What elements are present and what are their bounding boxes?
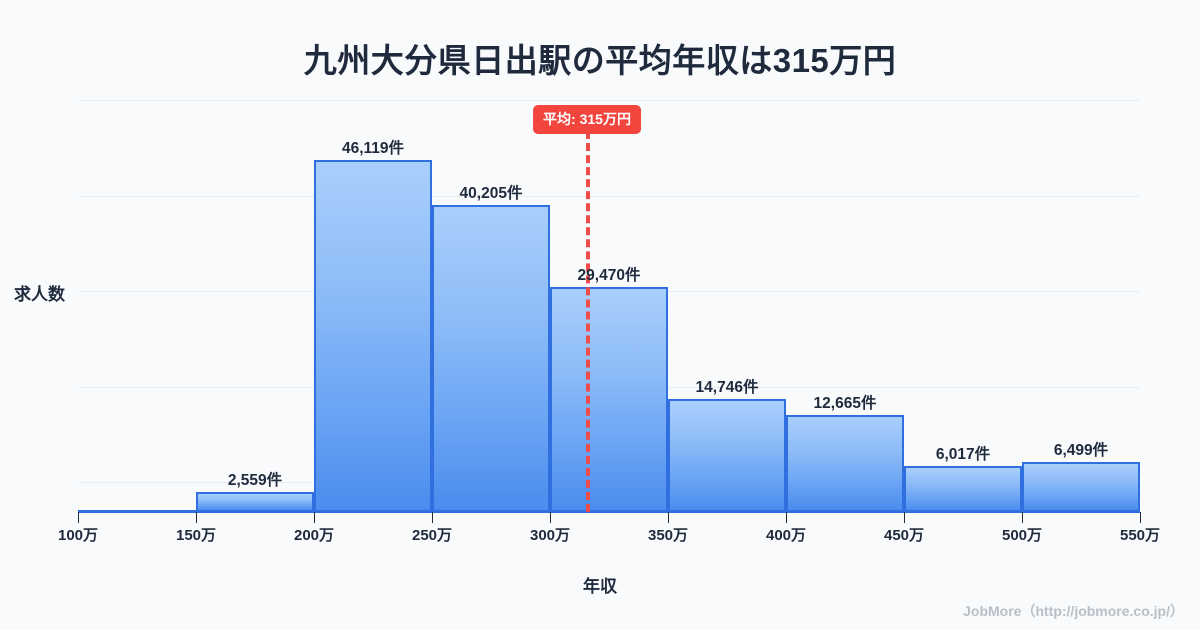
bar-400万-450万[interactable]: [786, 415, 904, 512]
x-axis-line: [78, 511, 1140, 513]
bar-value-label: 14,746件: [695, 379, 759, 396]
bar-value-label: 2,559件: [227, 472, 283, 489]
x-tick-label: 200万: [293, 527, 335, 544]
gridline: [78, 196, 1140, 197]
bar-250万-300万[interactable]: [432, 205, 550, 512]
x-tick-label: 550万: [1119, 527, 1161, 544]
x-tick-label: 350万: [647, 527, 689, 544]
x-tick-mark: [196, 512, 197, 523]
x-tick-mark: [904, 512, 905, 523]
x-tick-mark: [314, 512, 315, 523]
bar-value-label: 40,205件: [459, 185, 523, 202]
plot-area: [78, 100, 1140, 512]
x-axis-title: 年収: [583, 577, 617, 596]
bar-200万-250万[interactable]: [314, 160, 432, 512]
bar-value-label: 6,017件: [935, 446, 991, 463]
bar-350万-400万[interactable]: [668, 399, 786, 512]
page-title: 九州大分県日出駅の平均年収は315万円: [303, 42, 897, 79]
bar-300万-350万[interactable]: [550, 287, 668, 512]
x-tick-mark: [786, 512, 787, 523]
x-tick-mark: [1022, 512, 1023, 523]
bar-value-label: 6,499件: [1053, 442, 1109, 459]
x-tick-label: 250万: [411, 527, 453, 544]
x-tick-mark: [550, 512, 551, 523]
bar-150万-200万[interactable]: [196, 492, 314, 512]
y-axis-title: 求人数: [14, 285, 65, 304]
x-tick-mark: [432, 512, 433, 523]
x-tick-label: 150万: [175, 527, 217, 544]
average-line: [586, 131, 590, 512]
bar-450万-500万[interactable]: [904, 466, 1022, 512]
bar-500万-550万[interactable]: [1022, 462, 1140, 512]
x-tick-mark: [1140, 512, 1141, 523]
average-badge: 平均: 315万円: [533, 105, 641, 134]
x-tick-label: 500万: [1001, 527, 1043, 544]
x-tick-label: 300万: [529, 527, 571, 544]
bar-value-label: 29,470件: [577, 267, 641, 284]
x-tick-label: 100万: [57, 527, 99, 544]
gridline: [78, 100, 1140, 101]
footer-credit: JobMore（http://jobmore.co.jp/）: [963, 603, 1184, 619]
bar-value-label: 46,119件: [341, 140, 405, 157]
x-tick-mark: [668, 512, 669, 523]
bar-value-label: 12,665件: [813, 395, 877, 412]
x-tick-label: 450万: [883, 527, 925, 544]
x-tick-label: 400万: [765, 527, 807, 544]
x-tick-mark: [78, 512, 79, 523]
